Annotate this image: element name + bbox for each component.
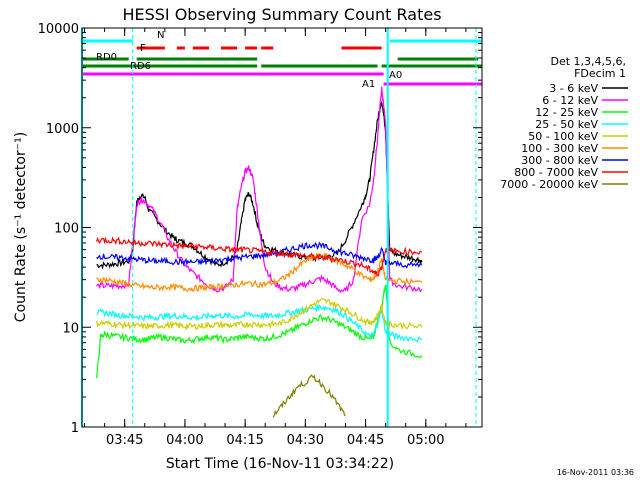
series-line-7 [96, 236, 422, 277]
series-line-4 [96, 298, 423, 331]
flag-label-4: A1 [362, 79, 375, 90]
flag-segment-5-0 [383, 82, 482, 86]
flag-segment-3-1 [261, 64, 378, 68]
flag-segment-1-6 [341, 46, 382, 50]
chart-title: HESSI Observing Summary Count Rates [122, 5, 441, 24]
legend-label-2: 12 - 25 keV [535, 106, 598, 119]
y-tick-label-1: 10 [62, 321, 79, 336]
legend-label-6: 300 - 800 keV [521, 154, 598, 167]
series-line-8 [272, 374, 346, 418]
x-tick-label-1: 04:00 [166, 433, 203, 448]
flag-segment-2-1 [136, 57, 258, 61]
legend-label-8: 7000 - 20000 keV [500, 178, 598, 191]
flag-label-2: RD0 [96, 52, 117, 63]
flag-label-0: N [157, 30, 164, 41]
flag-segment-2-0 [82, 57, 129, 61]
flag-segment-3-2 [381, 64, 482, 68]
flag-segment-4-0 [82, 72, 384, 76]
x-tick-label-2: 04:15 [226, 433, 263, 448]
y-tick-label-3: 1000 [46, 122, 79, 137]
marker-layer [81, 28, 477, 427]
series-line-5 [96, 252, 423, 293]
series-line-1 [96, 86, 423, 294]
legend-label-1: 6 - 12 keV [542, 94, 598, 107]
series-line-2 [96, 284, 423, 379]
flag-label-1: F [140, 43, 146, 54]
y-tick-label-0: 1 [71, 421, 79, 436]
y-axis-label: Count Rate (s⁻¹ detector⁻¹) [13, 132, 29, 322]
footer-date: 16-Nov-2011 03:36 [557, 468, 634, 477]
series-layer [96, 86, 423, 418]
flag-segment-1-3 [221, 46, 238, 50]
y-tick-label-2: 100 [54, 222, 79, 237]
plot-frame [81, 27, 483, 428]
legend-header-line-1: Det 1,3,4,5,6, [550, 55, 626, 68]
flag-segment-2-2 [397, 57, 478, 61]
flag-label-3: RD6 [130, 61, 151, 72]
x-tick-label-3: 04:30 [287, 433, 324, 448]
legend-label-0: 3 - 6 keV [549, 82, 598, 95]
series-line-6 [96, 241, 423, 269]
legend-header-line-2: FDecim 1 [574, 67, 626, 80]
flag-segment-1-0 [136, 46, 165, 50]
x-tick-label-0: 03:45 [106, 433, 143, 448]
y-tick-label-4: 10000 [38, 22, 79, 37]
legend-label-3: 25 - 50 keV [535, 118, 598, 131]
legend-label-5: 100 - 300 keV [521, 142, 598, 155]
series-line-0 [96, 100, 423, 270]
flag-segment-3-0 [82, 64, 258, 68]
x-tick-label-4: 04:45 [347, 433, 384, 448]
flag-segment-1-4 [245, 46, 258, 50]
flag-segment-1-5 [261, 46, 274, 50]
x-axis-label: Start Time (16-Nov-11 03:34:22) [166, 456, 394, 472]
flag-segment-0-0 [82, 39, 133, 43]
legend-label-4: 50 - 100 keV [528, 130, 598, 143]
legend-label-7: 800 - 7000 keV [514, 166, 598, 179]
flag-segment-0-1 [389, 39, 482, 43]
axis-layer: 03:45 04:00 04:15 04:30 04:45 05:00 1 10 100 1000… [38, 22, 482, 448]
flag-layer: NF RD0 RD6 A1 A0 [82, 30, 482, 90]
flag-label-5: A0 [389, 70, 402, 81]
flag-segment-1-1 [176, 46, 185, 50]
series-line-3 [96, 303, 423, 343]
flag-segment-1-2 [192, 46, 209, 50]
x-tick-label-5: 05:00 [407, 433, 444, 448]
